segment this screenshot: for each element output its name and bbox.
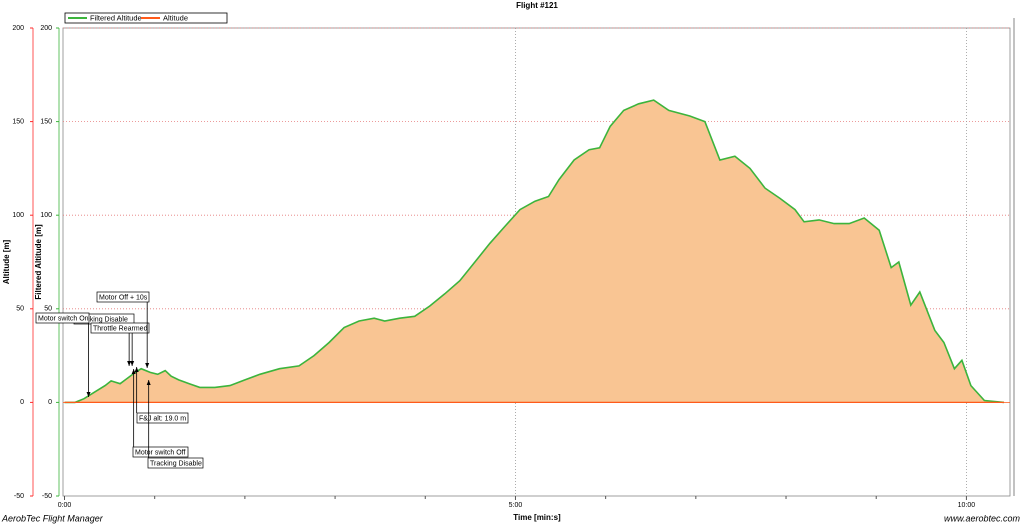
- x-tick-label: 5:00: [509, 502, 523, 509]
- series-line: [64, 99, 1005, 404]
- y2-tick-label: -50: [42, 493, 52, 500]
- y-tick-label: 0: [20, 399, 24, 406]
- footer-left: AerobTec Flight Manager: [1, 513, 104, 523]
- legend-label: Altitude: [163, 13, 188, 22]
- y-tick-label: 200: [12, 25, 24, 32]
- y2-tick-label: 50: [44, 306, 52, 313]
- annotation-arrow: [131, 369, 136, 374]
- x-axis-label: Time [min:s]: [513, 513, 561, 522]
- annotation-label: F&J alt: 19.0 m: [139, 415, 186, 422]
- chart-title: Flight #121: [516, 1, 558, 10]
- x-tick-label: 10:00: [958, 502, 976, 509]
- y-tick-label: 150: [12, 118, 24, 125]
- y2-tick-label: 150: [40, 118, 52, 125]
- x-tick-label: 0:00: [58, 502, 72, 509]
- annotation-box: [136, 412, 189, 424]
- y-tick-label: -50: [14, 493, 24, 500]
- y-tick-label: 50: [16, 306, 24, 313]
- annotation-arrow: [146, 380, 151, 385]
- plot-frame: [62, 27, 1011, 497]
- y2-axis-label: Filtered Altitude [m]: [34, 224, 43, 300]
- y2-tick-label: 100: [40, 212, 52, 219]
- annotation-arrow: [130, 361, 135, 366]
- annotation-arrow: [134, 367, 139, 372]
- y-tick-label: 100: [12, 212, 24, 219]
- legend-label: Filtered Altitude: [90, 13, 142, 22]
- annotation-label: Motor switch On: [38, 315, 89, 322]
- area-fill: [64, 100, 1004, 403]
- annotation-box: [90, 322, 150, 334]
- annotation-arrow: [145, 363, 150, 368]
- y2-tick-label: 0: [48, 399, 52, 406]
- annotation-label: Motor Off + 10s: [99, 294, 148, 301]
- annotation-label: Tracking Disable: [76, 316, 128, 323]
- y-axis-label: Altitude [m]: [2, 239, 11, 284]
- annotation-box: [147, 457, 204, 469]
- annotation-arrow: [86, 392, 91, 397]
- annotation-label: Motor switch Off: [135, 449, 185, 456]
- annotation-label: Tracking Disable: [150, 460, 202, 467]
- annotation-box: [132, 446, 189, 458]
- annotation-box: [35, 312, 90, 324]
- footer-right: www.aerobtec.com: [944, 513, 1021, 523]
- annotation-label: Throttle Rearmed: [93, 325, 148, 332]
- annotation-box: [96, 291, 150, 303]
- y2-tick-label: 200: [40, 25, 52, 32]
- annotation-arrow: [127, 361, 132, 366]
